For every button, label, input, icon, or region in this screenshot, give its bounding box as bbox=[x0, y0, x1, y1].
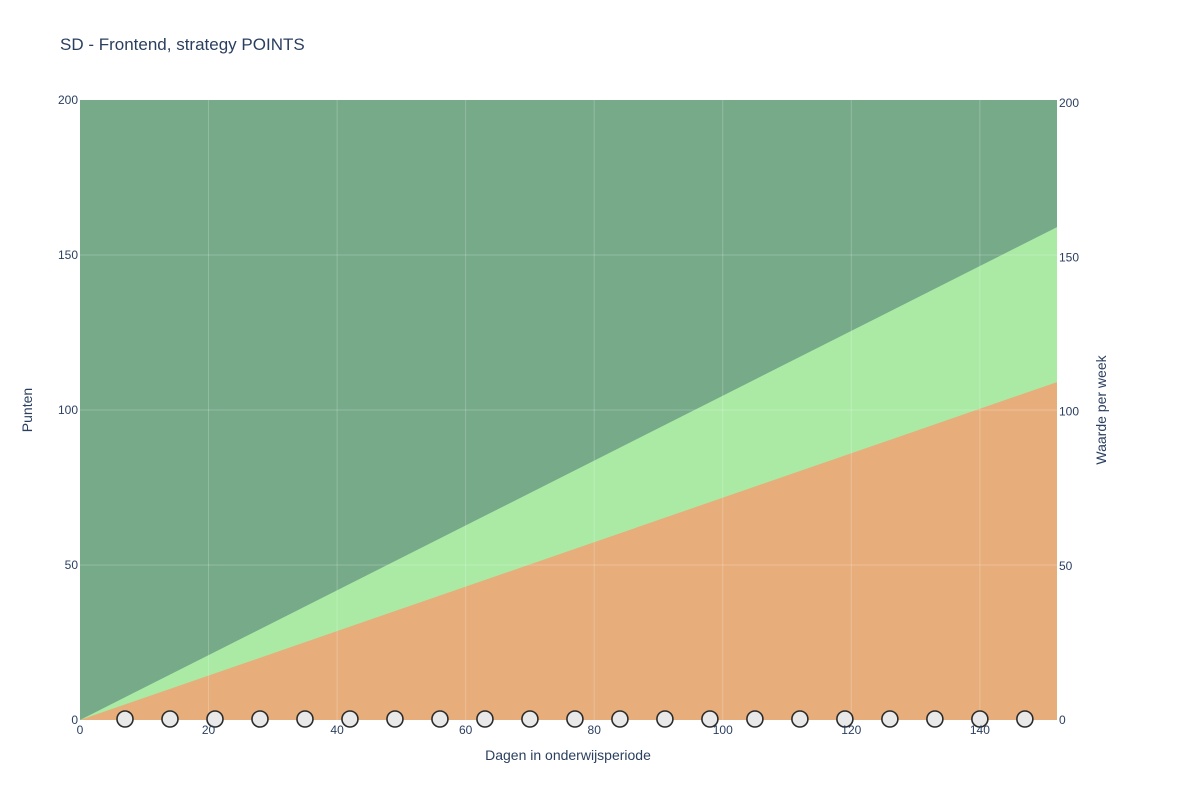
grid-lines bbox=[80, 100, 1057, 720]
y2-tick-label: 0 bbox=[1059, 713, 1066, 727]
x-axis-title: Dagen in onderwijsperiode bbox=[485, 747, 651, 763]
marker-point bbox=[971, 710, 989, 728]
x-tick-label: 120 bbox=[841, 723, 861, 737]
x-tick-label: 140 bbox=[970, 723, 990, 737]
marker-point bbox=[341, 710, 359, 728]
marker-point bbox=[791, 710, 809, 728]
x-tick-label: 80 bbox=[588, 723, 602, 737]
x-tick-label: 0 bbox=[77, 723, 84, 737]
y-tick-label: 150 bbox=[58, 248, 78, 262]
marker-point bbox=[116, 710, 134, 728]
area-band-3 bbox=[80, 382, 1057, 720]
marker-point bbox=[881, 710, 899, 728]
y2-tick-label: 200 bbox=[1059, 96, 1079, 110]
y2-tick-label: 50 bbox=[1059, 559, 1073, 573]
marker-point bbox=[431, 710, 449, 728]
y2-tick-label: 150 bbox=[1059, 250, 1079, 264]
x-axis-ticks: 0 20 40 60 80 100 120 140 bbox=[77, 723, 991, 737]
y-tick-label: 200 bbox=[58, 93, 78, 107]
y-tick-label: 50 bbox=[65, 558, 79, 572]
marker-point bbox=[1016, 710, 1034, 728]
y-axis-ticks: 0 50 100 150 200 bbox=[58, 93, 78, 727]
marker-point bbox=[386, 710, 404, 728]
y-tick-label: 100 bbox=[58, 403, 78, 417]
marker-point bbox=[566, 710, 584, 728]
x-tick-label: 40 bbox=[330, 723, 344, 737]
marker-point bbox=[836, 710, 854, 728]
marker-point bbox=[251, 710, 269, 728]
marker-point bbox=[746, 710, 764, 728]
area-bands bbox=[80, 100, 1057, 720]
y-axis-title: Punten bbox=[19, 388, 35, 432]
y2-tick-label: 100 bbox=[1059, 405, 1079, 419]
marker-point bbox=[611, 710, 629, 728]
x-tick-label: 20 bbox=[202, 723, 216, 737]
marker-point bbox=[206, 710, 224, 728]
marker-point bbox=[926, 710, 944, 728]
marker-point bbox=[476, 710, 494, 728]
marker-point bbox=[296, 710, 314, 728]
y2-axis-ticks: 0 50 100 150 200 bbox=[1059, 96, 1079, 727]
chart-title: SD - Frontend, strategy POINTS bbox=[60, 35, 305, 54]
y-tick-label: 0 bbox=[71, 713, 78, 727]
marker-point bbox=[701, 710, 719, 728]
markers-group bbox=[116, 710, 1034, 728]
marker-point bbox=[521, 710, 539, 728]
x-tick-label: 100 bbox=[713, 723, 733, 737]
x-tick-label: 60 bbox=[459, 723, 473, 737]
y2-axis-title: Waarde per week bbox=[1093, 354, 1109, 464]
marker-point bbox=[161, 710, 179, 728]
marker-point bbox=[656, 710, 674, 728]
